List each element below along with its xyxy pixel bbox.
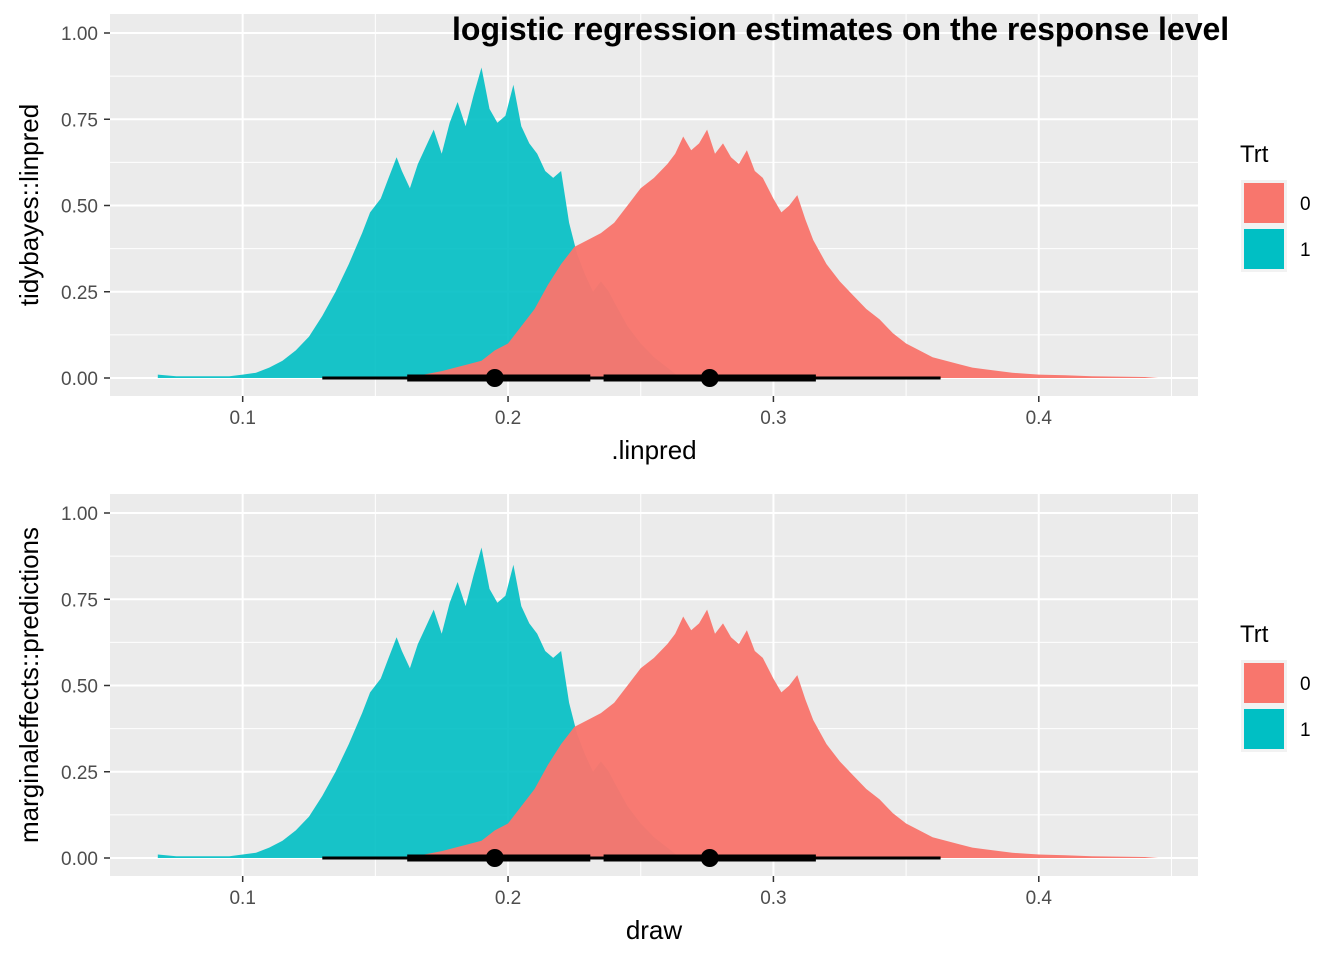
point-estimate-trt-1 xyxy=(485,369,504,387)
panel-predictions: 0.1 0.2 0.3 0.4 0.00 0.25 0.50 0.75 1.00 draw ma… xyxy=(14,494,1198,945)
x-tick-label: 0.2 xyxy=(495,408,521,429)
y-tick-label: 0.25 xyxy=(61,283,98,304)
legend-label: 0 xyxy=(1300,674,1311,695)
legend-label: 0 xyxy=(1300,194,1311,215)
density-trt-0 xyxy=(388,609,1159,858)
legend-swatch-trt-1 xyxy=(1244,709,1284,749)
y-tick-label: 0.75 xyxy=(61,110,98,131)
density-trt-0 xyxy=(388,129,1159,378)
legend-swatch-trt-0 xyxy=(1244,663,1284,703)
y-tick-label: 0.75 xyxy=(61,590,98,611)
y-tick-label: 0.00 xyxy=(61,369,98,390)
y-axis-title: tidybayes::linpred xyxy=(14,104,44,306)
y-tick-label: 0.50 xyxy=(61,197,98,218)
panel-linpred: 0.1 0.2 0.3 0.4 0.00 0.25 0.50 0.75 1.00 .linpre… xyxy=(14,14,1198,465)
point-estimate-trt-0 xyxy=(700,849,719,867)
legend-label: 1 xyxy=(1300,720,1311,741)
tick-labels: 0.1 0.2 0.3 0.4 0.00 0.25 0.50 0.75 1.00 xyxy=(61,504,1052,909)
legend: Trt 0 1 xyxy=(1240,141,1311,272)
legend-title: Trt xyxy=(1240,621,1269,648)
point-estimate-trt-1 xyxy=(485,849,504,867)
x-tick-label: 0.4 xyxy=(1026,888,1053,909)
y-axis-title: marginaleffects::predictions xyxy=(14,527,44,843)
x-tick-label: 0.4 xyxy=(1026,408,1053,429)
point-estimate-trt-0 xyxy=(700,369,719,387)
y-tick-label: 1.00 xyxy=(61,24,98,45)
density-layer xyxy=(157,67,1159,378)
y-tick-label: 0.25 xyxy=(61,763,98,784)
x-axis-title: .linpred xyxy=(611,435,696,465)
y-tick-label: 0.00 xyxy=(61,849,98,870)
x-tick-label: 0.1 xyxy=(229,408,255,429)
y-tick-label: 0.50 xyxy=(61,677,98,698)
density-layer xyxy=(157,547,1159,858)
legend-title: Trt xyxy=(1240,141,1269,168)
legend-swatch-trt-1 xyxy=(1244,229,1284,269)
interval-layer xyxy=(322,849,941,867)
interval-layer xyxy=(322,369,941,387)
tick-labels: 0.1 0.2 0.3 0.4 0.00 0.25 0.50 0.75 1.00 xyxy=(61,24,1052,429)
x-tick-label: 0.2 xyxy=(495,888,521,909)
x-axis-title: draw xyxy=(626,915,683,945)
x-tick-label: 0.1 xyxy=(229,888,255,909)
y-tick-label: 1.00 xyxy=(61,504,98,525)
chart-title: logistic regression estimates on the res… xyxy=(452,11,1229,47)
legend-label: 1 xyxy=(1300,240,1311,261)
legend: Trt 0 1 xyxy=(1240,621,1311,752)
legend-swatch-trt-0 xyxy=(1244,183,1284,223)
x-tick-label: 0.3 xyxy=(760,888,786,909)
x-tick-label: 0.3 xyxy=(760,408,786,429)
